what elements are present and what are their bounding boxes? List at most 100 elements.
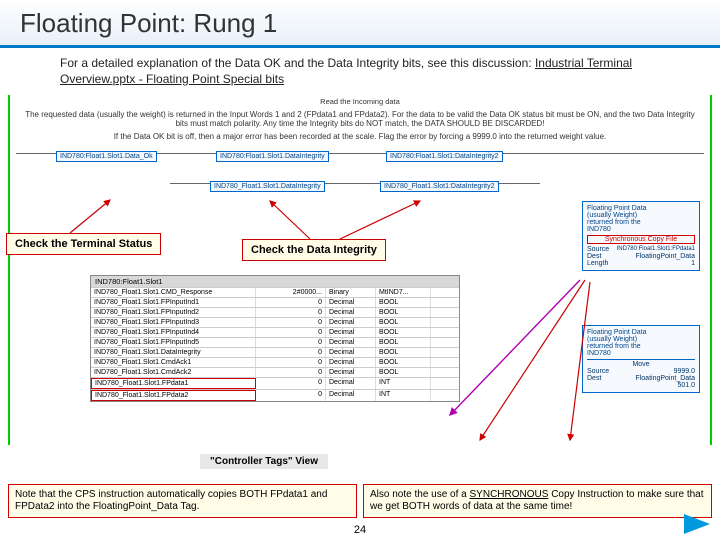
- tag-integrity-1: IND780:Float1.Slot1.DataIntegrity: [216, 151, 329, 162]
- title-bar: Floating Point: Rung 1: [0, 0, 720, 48]
- tag-name: IND780_Float1.Slot1.FPInputInd3: [91, 318, 256, 327]
- tag-value: 0: [256, 308, 326, 317]
- mov-dst-val2: 501.0: [587, 382, 695, 389]
- mov-label: Move: [587, 359, 695, 368]
- tag-integrity-2: IND780:Float1.Slot1:DataIntegrity2: [386, 151, 503, 162]
- tag-name: IND780_Float1.Slot1.CMD_Response: [91, 288, 256, 297]
- tag-value: 0: [256, 348, 326, 357]
- table-row: IND780_Float1.Slot1.FPdata10DecimalINT: [91, 377, 459, 389]
- cps-line1: (usually Weight): [587, 212, 695, 219]
- tag-type: BOOL: [376, 338, 431, 347]
- tag-format: Decimal: [326, 338, 376, 347]
- tag-integrity-2b: IND780_Float1.Slot1:DataIntegrity2: [380, 181, 499, 192]
- table-row: IND780_Float1.Slot1.CmdAck20DecimalBOOL: [91, 367, 459, 377]
- cps-src-val: IND780:Float1.Slot1:FPdata1: [617, 246, 695, 252]
- tag-type: BOOL: [376, 328, 431, 337]
- tag-type: BOOL: [376, 348, 431, 357]
- table-row: IND780_Float1.Slot1.FPInputInd20DecimalB…: [91, 307, 459, 317]
- diagram-para-2: If the Data OK bit is off, then a major …: [10, 130, 710, 143]
- table-row: IND780_Float1.Slot1.FPInputInd10DecimalB…: [91, 297, 459, 307]
- note-right-b: SYNCHRONOUS: [470, 489, 549, 500]
- mov-title: Floating Point Data: [587, 329, 695, 336]
- cps-dst-val: FloatingPoint_Data: [635, 253, 695, 260]
- tag-name: IND780_Float1.Slot1.DataIntegrity: [91, 348, 256, 357]
- tag-value: 0: [256, 318, 326, 327]
- mov-line1: (usually Weight): [587, 336, 695, 343]
- ladder-diagram: Read the Incoming data The requested dat…: [8, 95, 712, 445]
- rung-1: IND780:Float1.Slot1.Data_Ok IND780:Float…: [16, 153, 704, 179]
- cps-instruction-block: Floating Point Data (usually Weight) ret…: [582, 201, 700, 271]
- tag-format: Decimal: [326, 348, 376, 357]
- next-arrow-icon[interactable]: [684, 514, 710, 534]
- tag-type: MtIND7...: [376, 288, 431, 297]
- tag-name: IND780_Float1.Slot1.FPInputInd5: [91, 338, 256, 347]
- cps-len-val: 1: [691, 260, 695, 267]
- tag-type: BOOL: [376, 318, 431, 327]
- tag-name: IND780_Float1.Slot1.FPInputInd4: [91, 328, 256, 337]
- tag-value: 0: [256, 298, 326, 307]
- tag-format: Decimal: [326, 358, 376, 367]
- cps-line3: IND780: [587, 226, 695, 233]
- tag-name: IND780_Float1.Slot1.CmdAck2: [91, 368, 256, 377]
- mov-src-val: 9999.0: [674, 368, 695, 375]
- tag-value: 0: [256, 368, 326, 377]
- tag-name: IND780_Float1.Slot1.FPdata1: [91, 378, 256, 389]
- tag-type: BOOL: [376, 368, 431, 377]
- tag-format: Decimal: [326, 368, 376, 377]
- tag-value: 0: [256, 358, 326, 367]
- tag-format: Decimal: [326, 298, 376, 307]
- cps-title: Floating Point Data: [587, 205, 695, 212]
- page-number: 24: [0, 524, 720, 536]
- tag-value: 2#0000...: [256, 288, 326, 297]
- tag-format: Decimal: [326, 318, 376, 327]
- tag-integrity-1b: IND780_Float1.Slot1.DataIntegrity: [210, 181, 325, 192]
- tag-data-ok: IND780:Float1.Slot1.Data_Ok: [56, 151, 157, 162]
- diagram-header: Read the Incoming data: [10, 95, 710, 108]
- cps-line2: returned from the: [587, 219, 695, 226]
- note-synchronous-copy: Also note the use of a SYNCHRONOUS Copy …: [363, 484, 712, 518]
- tag-format: Decimal: [326, 308, 376, 317]
- mov-dst-val: FloatingPoint_Data: [635, 375, 695, 382]
- tag-name: IND780_Float1.Slot1.CmdAck1: [91, 358, 256, 367]
- tag-name: IND780_Float1.Slot1.FPInputInd2: [91, 308, 256, 317]
- tag-value: 0: [256, 328, 326, 337]
- cps-src-label: Source: [587, 246, 609, 253]
- tag-format: Binary: [326, 288, 376, 297]
- table-row: IND780_Float1.Slot1.FPInputInd30DecimalB…: [91, 317, 459, 327]
- page-title: Floating Point: Rung 1: [20, 8, 700, 39]
- note-cps-copies-both: Note that the CPS instruction automatica…: [8, 484, 357, 518]
- note-right-a: Also note the use of a: [370, 489, 470, 500]
- tag-value: 0: [256, 378, 326, 389]
- controller-tags-label: "Controller Tags" View: [200, 454, 328, 469]
- tag-table-header: IND780:Float1.Slot1: [91, 276, 459, 287]
- table-row: IND780_Float1.Slot1.DataIntegrity0Decima…: [91, 347, 459, 357]
- tag-format: Decimal: [326, 378, 376, 389]
- tag-value: 0: [256, 390, 326, 401]
- cps-len-label: Length: [587, 260, 608, 267]
- table-row: IND780_Float1.Slot1.FPInputInd50DecimalB…: [91, 337, 459, 347]
- callout-terminal-status: Check the Terminal Status: [6, 233, 161, 255]
- cps-label: Synchronous Copy File: [587, 235, 695, 244]
- tag-value: 0: [256, 338, 326, 347]
- mov-line3: IND780: [587, 350, 695, 357]
- table-row: IND780_Float1.Slot1.CMD_Response2#0000..…: [91, 287, 459, 297]
- tag-name: IND780_Float1.Slot1.FPInputInd1: [91, 298, 256, 307]
- tag-type: INT: [376, 378, 431, 389]
- tag-format: Decimal: [326, 328, 376, 337]
- tag-format: Decimal: [326, 390, 376, 401]
- cps-dst-label: Dest: [587, 253, 601, 260]
- table-row: IND780_Float1.Slot1.CmdAck10DecimalBOOL: [91, 357, 459, 367]
- intro-paragraph: For a detailed explanation of the Data O…: [0, 48, 720, 91]
- intro-text: For a detailed explanation of the Data O…: [60, 56, 535, 70]
- mov-instruction-block: Floating Point Data (usually Weight) ret…: [582, 325, 700, 393]
- rung-1b: IND780_Float1.Slot1.DataIntegrity IND780…: [170, 183, 540, 209]
- callout-data-integrity: Check the Data Integrity: [242, 239, 386, 261]
- tag-type: BOOL: [376, 358, 431, 367]
- tag-name: IND780_Float1.Slot1.FPdata2: [91, 390, 256, 401]
- diagram-para-1: The requested data (usually the weight) …: [10, 108, 710, 130]
- controller-tags-table: IND780:Float1.Slot1 IND780_Float1.Slot1.…: [90, 275, 460, 402]
- table-row: IND780_Float1.Slot1.FPInputInd40DecimalB…: [91, 327, 459, 337]
- bottom-notes: Note that the CPS instruction automatica…: [8, 484, 712, 518]
- table-row: IND780_Float1.Slot1.FPdata20DecimalINT: [91, 389, 459, 401]
- tag-type: INT: [376, 390, 431, 401]
